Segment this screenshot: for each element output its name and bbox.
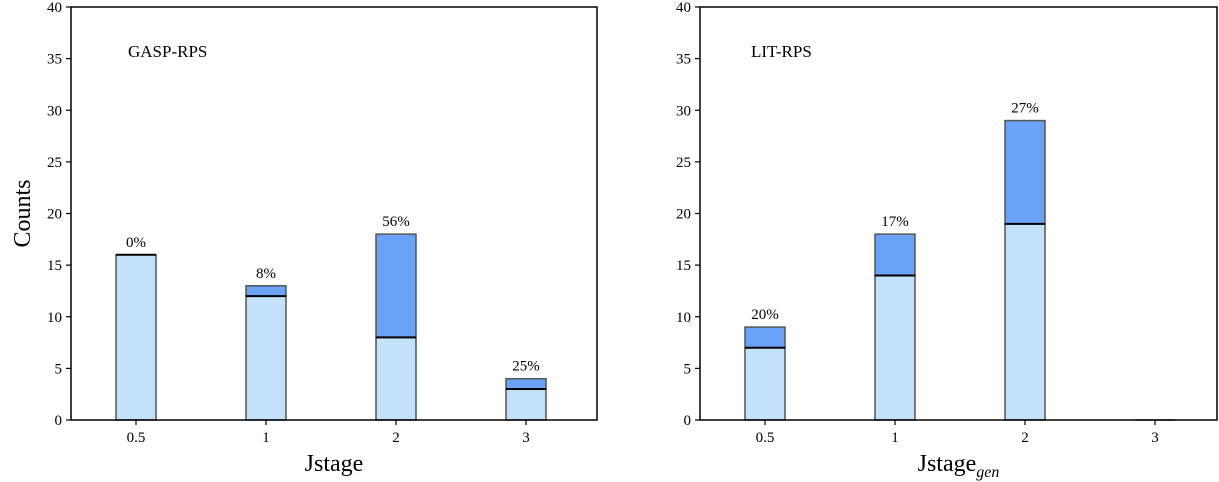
panel1-bar-2-series2 <box>375 233 417 339</box>
panel2-y-tick-label-20: 20 <box>676 207 691 223</box>
panel1-bar-1-series1 <box>245 295 287 421</box>
panel2-bar-1-series2 <box>874 233 916 277</box>
panel1-pct-label-1: 8% <box>256 266 276 282</box>
panel2-x-tick-label-3: 3 <box>1151 430 1159 446</box>
panel2-y-tick-label-40: 40 <box>676 0 691 16</box>
panel2-y-tick-label-15: 15 <box>676 258 691 274</box>
panel1-bar-0.5-series1 <box>115 254 157 421</box>
panel2-bar-1-series1 <box>874 274 916 421</box>
panel2-y-tick-label-5: 5 <box>684 361 692 377</box>
panel1-bar-3-series2 <box>505 377 547 390</box>
panel1-bar-2-series1 <box>375 336 417 421</box>
panel1-bar-1-series2 <box>245 285 287 297</box>
panel2-y-tick-label-25: 25 <box>676 155 691 171</box>
panel2-pct-label-1: 17% <box>881 214 909 230</box>
panel1-x-tick-label-1: 1 <box>262 430 270 446</box>
panel1-y-tick-label-0: 0 <box>55 413 63 429</box>
panel2-pct-label-2: 27% <box>1011 101 1039 117</box>
panel1-x-tick-label-2: 2 <box>392 430 400 446</box>
panel1-x-tick-label-0.5: 0.5 <box>127 430 146 446</box>
panel1-pct-label-2: 56% <box>382 214 410 230</box>
panel2-bar-2-series1 <box>1004 223 1046 421</box>
panel2-y-tick-label-30: 30 <box>676 103 691 119</box>
panel1-y-tick-label-15: 15 <box>47 258 62 274</box>
panel1-bar-3-series1 <box>505 388 547 421</box>
panel2-bar-0.5-series2 <box>744 326 786 349</box>
panel1-pct-label-3: 25% <box>512 359 540 375</box>
panel1-y-tick-label-20: 20 <box>47 207 62 223</box>
panel2-x-tick-label-0.5: 0.5 <box>756 430 775 446</box>
panel1-y-tick-label-40: 40 <box>47 0 62 16</box>
panel2-y-tick-label-0: 0 <box>684 413 692 429</box>
panel1-y-tick-label-30: 30 <box>47 103 62 119</box>
panel1-x-axis-label: Jstage <box>305 451 364 477</box>
panel1-pct-label-0.5: 0% <box>126 235 146 251</box>
panel1-x-tick-label-3: 3 <box>522 430 530 446</box>
panel2-y-tick-label-10: 10 <box>676 310 691 326</box>
panel2-title: LIT-RPS <box>751 42 812 61</box>
panel2-bar-2-series2 <box>1004 119 1046 225</box>
panel2-x-axis-label: Jstagegen <box>918 451 1000 481</box>
panel2-pct-label-0.5: 20% <box>751 307 779 323</box>
panel1-axes-frame <box>70 6 598 421</box>
panel1-y-tick-label-35: 35 <box>47 52 62 68</box>
panel2-bar-0.5-series1 <box>744 346 786 421</box>
panel1-title: GASP-RPS <box>128 42 207 61</box>
panel1-y-tick-label-5: 5 <box>55 361 63 377</box>
panel2-x-tick-label-2: 2 <box>1021 430 1029 446</box>
panel1-y-axis-label: Counts <box>10 179 36 247</box>
panel1-y-tick-label-10: 10 <box>47 310 62 326</box>
panel2-x-tick-label-1: 1 <box>891 430 899 446</box>
panel1-y-tick-label-25: 25 <box>47 155 62 171</box>
panel2-axes-frame <box>699 6 1218 421</box>
panel2-y-tick-label-35: 35 <box>676 52 691 68</box>
